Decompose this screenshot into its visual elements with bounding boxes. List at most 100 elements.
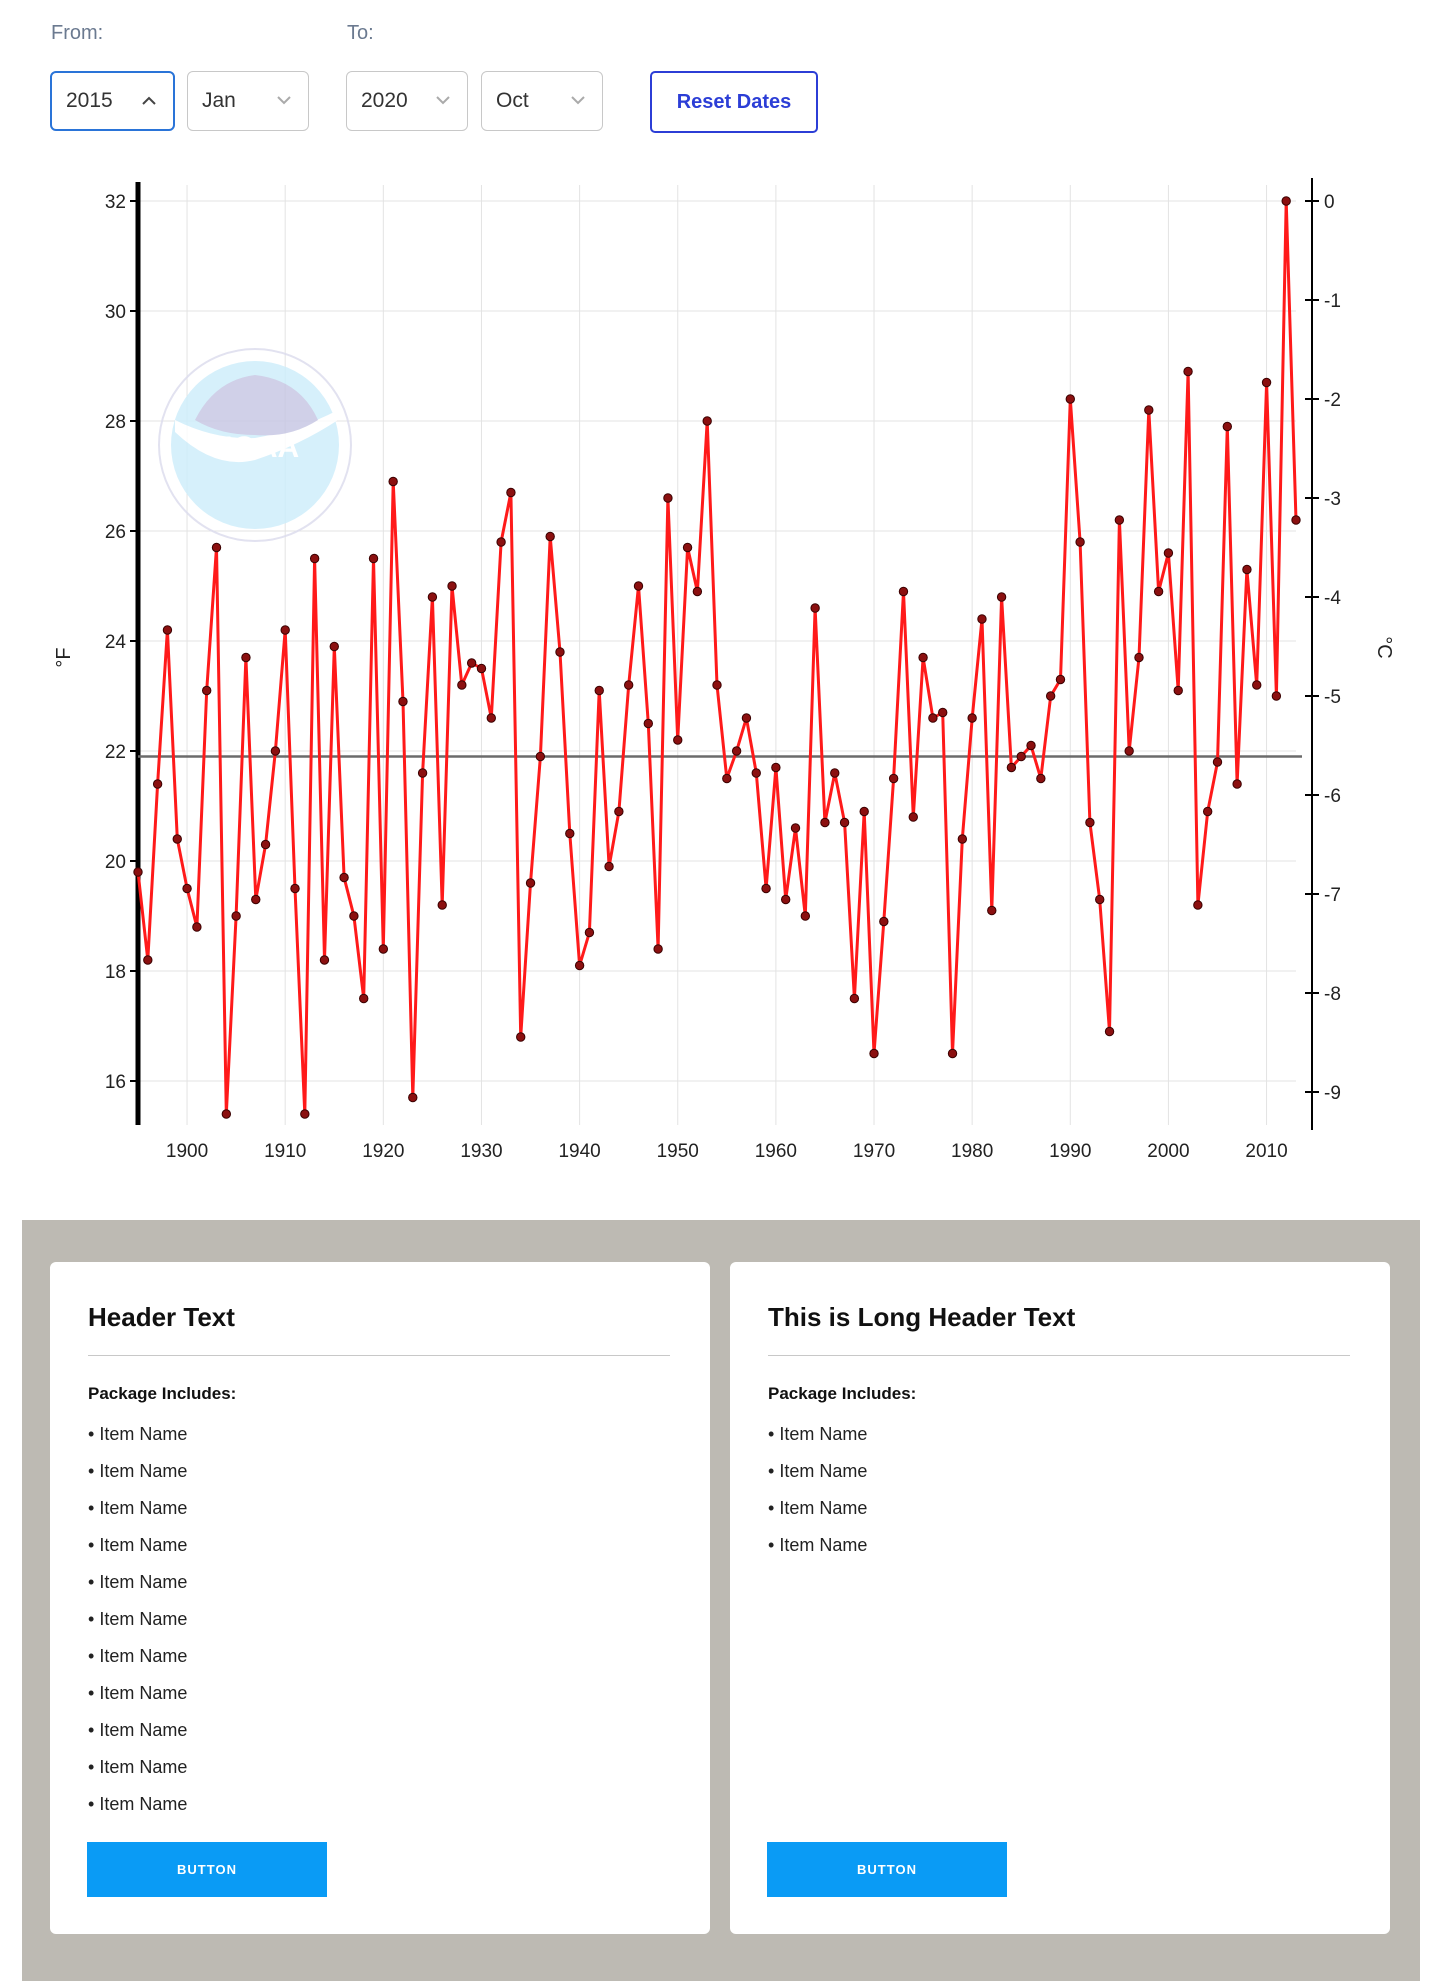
list-item: Item Name xyxy=(88,1564,672,1601)
package-includes-label: Package Includes: xyxy=(768,1384,917,1403)
y-tick-label: 26 xyxy=(105,522,126,543)
data-point xyxy=(731,746,742,756)
data-point xyxy=(830,768,840,778)
data-point xyxy=(486,713,496,723)
data-point xyxy=(987,905,997,916)
y2-axis-label: °C xyxy=(1373,636,1395,658)
list-item: Item Name xyxy=(88,1527,672,1564)
data-point xyxy=(663,493,673,503)
y-tick-label: 22 xyxy=(105,742,126,763)
data-point xyxy=(1006,762,1017,773)
to-year-select[interactable]: 2020 xyxy=(346,71,468,131)
data-point xyxy=(790,823,801,833)
data-point xyxy=(496,537,506,547)
to-month-value: Oct xyxy=(496,89,529,112)
data-point xyxy=(741,713,752,723)
data-point xyxy=(1281,196,1291,206)
y2-tick-label: -6 xyxy=(1324,786,1341,807)
from-year-select[interactable]: 2015 xyxy=(50,71,175,131)
to-year-value: 2020 xyxy=(361,89,408,112)
data-point xyxy=(692,586,703,597)
y2-tick-label: -5 xyxy=(1324,687,1341,708)
x-tick-label: 1990 xyxy=(1049,1141,1091,1162)
data-point xyxy=(260,839,271,850)
data-point xyxy=(1222,421,1233,432)
list-item: Item Name xyxy=(88,1749,672,1786)
x-tick-label: 1910 xyxy=(264,1141,306,1162)
data-point xyxy=(565,828,575,839)
from-month-select[interactable]: Jan xyxy=(187,71,309,131)
y2-tick-label: -3 xyxy=(1324,489,1341,510)
data-point xyxy=(1173,685,1183,696)
y2-tick-label: -7 xyxy=(1324,885,1341,906)
card-item-list: Item Name Item Name Item Name Item Name … xyxy=(88,1416,672,1823)
data-point xyxy=(888,773,899,784)
noaa-logo-text: NOAA xyxy=(211,431,299,464)
data-point xyxy=(368,553,379,564)
y-tick-label: 18 xyxy=(105,962,126,983)
card-divider xyxy=(768,1355,1350,1356)
data-point xyxy=(1261,377,1272,388)
data-point xyxy=(849,993,860,1004)
package-card: This is Long Header Text Package Include… xyxy=(730,1262,1390,1934)
data-point xyxy=(152,779,163,789)
data-point xyxy=(780,894,791,905)
to-month-select[interactable]: Oct xyxy=(481,71,603,131)
y-axis-label: °F xyxy=(53,647,75,667)
data-point xyxy=(1252,680,1262,690)
data-point xyxy=(309,553,320,564)
data-point xyxy=(908,812,918,822)
series-line xyxy=(136,199,1298,1116)
data-point xyxy=(918,652,928,663)
chart-grid xyxy=(138,185,1296,1125)
data-point xyxy=(1095,894,1105,905)
data-point xyxy=(1085,817,1095,828)
data-points xyxy=(133,196,1301,1119)
y2-tick-label: 0 xyxy=(1324,192,1335,213)
list-item: Item Name xyxy=(88,1416,672,1453)
list-item: Item Name xyxy=(88,1712,672,1749)
data-point xyxy=(329,641,339,652)
data-point xyxy=(339,872,349,883)
data-point xyxy=(957,834,968,844)
data-point xyxy=(996,592,1007,602)
data-point xyxy=(172,834,182,844)
x-tick-label: 1900 xyxy=(166,1141,208,1162)
reset-dates-button[interactable]: Reset Dates xyxy=(650,71,818,133)
data-point xyxy=(516,1032,526,1042)
data-point xyxy=(143,955,153,965)
chevron-down-icon xyxy=(277,96,291,105)
list-item: Item Name xyxy=(768,1490,1352,1527)
card-item-list: Item Name Item Name Item Name Item Name xyxy=(768,1416,1352,1564)
data-point xyxy=(820,817,830,828)
data-point xyxy=(359,993,369,1004)
data-point xyxy=(506,487,516,498)
data-point xyxy=(1026,740,1036,751)
data-point xyxy=(319,955,330,965)
data-point xyxy=(1045,691,1056,701)
card-button[interactable]: BUTTON xyxy=(767,1842,1007,1897)
y-tick-label: 24 xyxy=(105,632,127,653)
data-point xyxy=(1153,586,1164,597)
data-point xyxy=(349,911,359,921)
x-tick-label: 1950 xyxy=(657,1141,699,1162)
data-point xyxy=(1055,674,1066,685)
data-point xyxy=(231,911,241,921)
data-point xyxy=(280,625,290,635)
data-point xyxy=(1193,900,1203,910)
card-button[interactable]: BUTTON xyxy=(87,1842,327,1897)
data-point xyxy=(457,680,467,690)
y-tick-label: 32 xyxy=(105,192,126,213)
list-item: Item Name xyxy=(768,1527,1352,1564)
y2-tick-label: -8 xyxy=(1324,984,1341,1005)
y2-tick-label: -1 xyxy=(1324,291,1341,312)
data-point xyxy=(427,592,438,602)
data-point xyxy=(810,603,820,613)
data-point xyxy=(584,927,595,938)
data-point xyxy=(417,768,428,778)
data-point xyxy=(574,960,585,971)
data-point xyxy=(653,944,663,954)
y2-tick-label: -2 xyxy=(1324,390,1341,411)
y2-tick-label: -9 xyxy=(1324,1083,1341,1104)
x-tick-label: 2010 xyxy=(1245,1141,1287,1162)
